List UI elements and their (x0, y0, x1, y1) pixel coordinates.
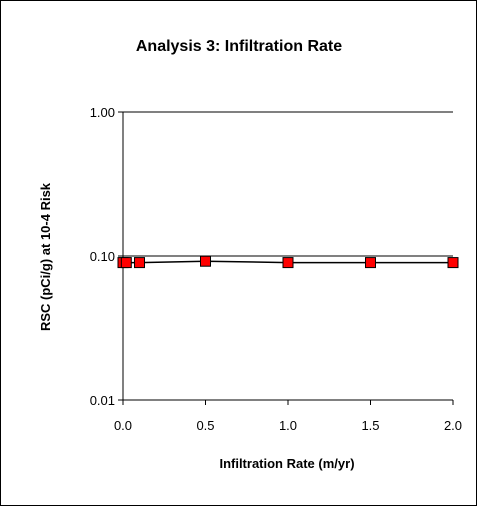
x-tick-label: 1.0 (279, 418, 297, 433)
chart-title: Analysis 3: Infiltration Rate (136, 38, 342, 55)
y-tick-label: 0.01 (90, 393, 115, 408)
grid-layer (123, 111, 453, 257)
y-tick-label: 0.10 (90, 249, 115, 264)
data-point-marker (447, 257, 459, 269)
x-axis-title: Infiltration Rate (m/yr) (219, 456, 354, 471)
x-tick-label: 1.5 (361, 418, 379, 433)
ticks-layer: 0.01 0.10 1.00 0.0 0.5 1.0 1.5 2.0 (90, 105, 462, 433)
data-point-marker (365, 257, 376, 269)
data-point-marker (120, 257, 132, 269)
data-point-marker (200, 255, 211, 267)
y-axis-title: RSC (pCi/g) at 10-4 Risk (38, 182, 53, 331)
y-tick-label: 1.00 (90, 105, 115, 120)
data-point-marker (282, 257, 294, 269)
x-tick-label: 2.0 (444, 418, 462, 433)
data-point-marker (134, 257, 145, 269)
x-tick-label: 0.0 (114, 418, 132, 433)
series-layer (117, 255, 459, 269)
x-tick-label: 0.5 (196, 418, 214, 433)
